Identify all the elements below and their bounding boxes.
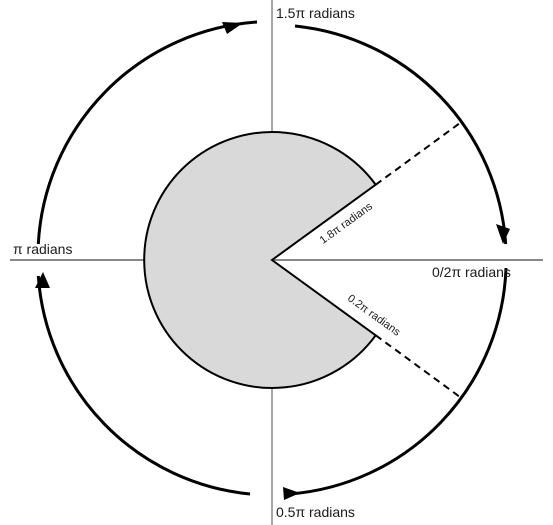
label-left: π radians — [13, 241, 72, 257]
outer-arc-upper-left — [36, 20, 258, 245]
arrowhead-top-left — [222, 22, 243, 34]
outer-arc-upper-right — [294, 24, 508, 245]
lower-dashed-line — [375, 334, 461, 398]
shaded-sector — [143, 131, 378, 389]
arrowhead-right — [496, 224, 510, 244]
outer-arc-lower-right — [289, 267, 508, 496]
arrowhead-bottom — [283, 487, 300, 500]
upper-dashed-line — [375, 122, 461, 186]
label-top: 1.5π radians — [276, 5, 355, 21]
arrowhead-left — [35, 272, 50, 288]
label-bottom: 0.5π radians — [276, 504, 355, 520]
label-right: 0/2π radians — [432, 264, 511, 280]
outer-arc-lower-left — [36, 275, 251, 496]
